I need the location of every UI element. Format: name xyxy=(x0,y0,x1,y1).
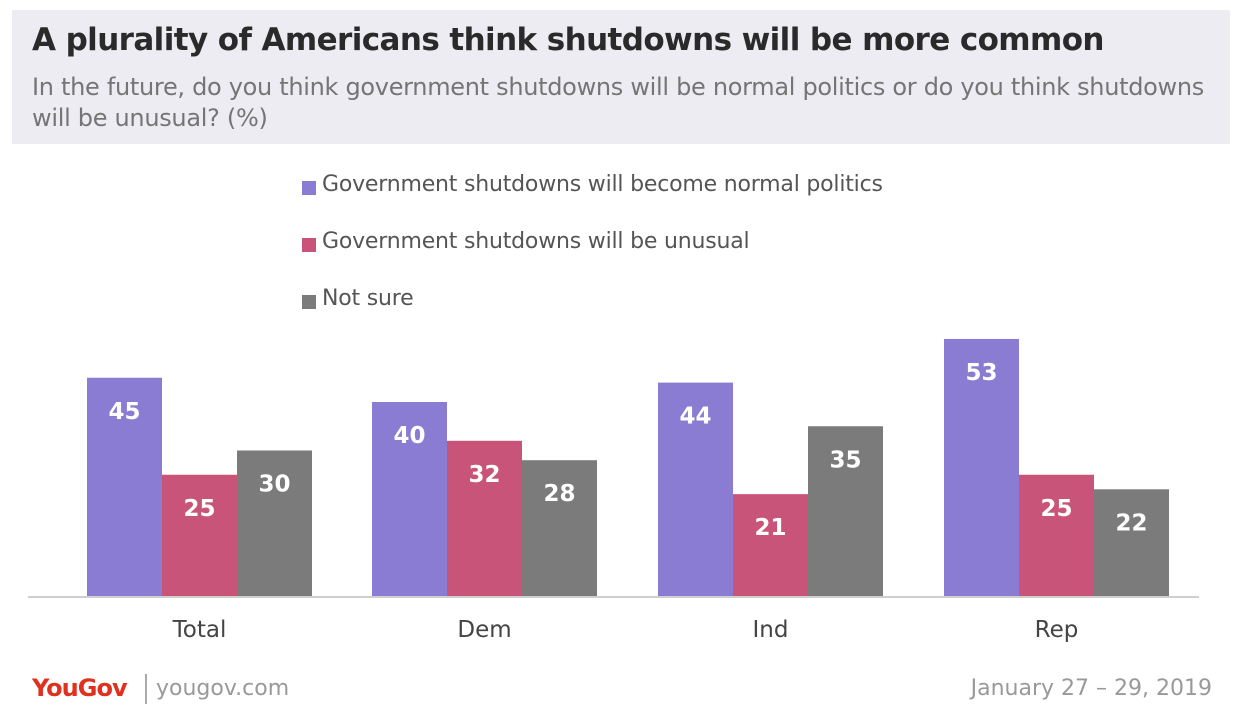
data-label-rep-government-shutdowns-will-be-unusual: 25 xyxy=(1040,496,1072,522)
bar-dem-not-sure xyxy=(522,460,597,596)
category-label-rep: Rep xyxy=(1035,617,1079,643)
footer-divider xyxy=(145,674,147,704)
data-label-total-government-shutdowns-will-become-normal-politics: 45 xyxy=(108,399,140,425)
bar-rep-government-shutdowns-will-become-normal-politics xyxy=(944,338,1019,596)
bar-total-government-shutdowns-will-become-normal-politics xyxy=(87,377,162,596)
bar-dem-government-shutdowns-will-be-unusual xyxy=(447,440,522,596)
legend-label-not-sure: Not sure xyxy=(322,286,414,311)
bar-total-not-sure xyxy=(237,450,312,596)
bar-ind-not-sure xyxy=(808,426,883,596)
data-label-ind-government-shutdowns-will-become-normal-politics: 44 xyxy=(679,404,711,430)
footer-date: January 27 – 29, 2019 xyxy=(970,676,1212,701)
legend-swatch-normal-politics xyxy=(302,181,316,195)
bar-rep-not-sure xyxy=(1094,489,1169,596)
bar-ind-government-shutdowns-will-become-normal-politics xyxy=(658,382,733,596)
chart-header: A plurality of Americans think shutdowns… xyxy=(12,10,1230,144)
data-label-total-not-sure: 30 xyxy=(258,472,290,498)
data-label-dem-government-shutdowns-will-be-unusual: 32 xyxy=(468,462,500,488)
yougov-logo: YouGov xyxy=(32,674,128,702)
bar-dem-government-shutdowns-will-become-normal-politics xyxy=(372,402,447,596)
legend-label-normal-politics: Government shutdowns will become normal … xyxy=(322,172,883,197)
category-label-dem: Dem xyxy=(457,617,511,643)
category-label-ind: Ind xyxy=(753,617,789,643)
bar-rep-government-shutdowns-will-be-unusual xyxy=(1019,474,1094,596)
chart-title: A plurality of Americans think shutdowns… xyxy=(32,22,1104,58)
legend-swatch-unusual xyxy=(302,238,316,252)
data-label-rep-government-shutdowns-will-become-normal-politics: 53 xyxy=(965,360,997,386)
footer-url: yougov.com xyxy=(156,676,290,701)
data-label-ind-government-shutdowns-will-be-unusual: 21 xyxy=(754,515,786,541)
data-label-dem-not-sure: 28 xyxy=(543,481,575,507)
data-label-total-government-shutdowns-will-be-unusual: 25 xyxy=(183,496,215,522)
data-label-rep-not-sure: 22 xyxy=(1115,510,1147,536)
bar-total-government-shutdowns-will-be-unusual xyxy=(162,474,237,596)
data-label-ind-not-sure: 35 xyxy=(829,447,861,473)
bar-ind-government-shutdowns-will-be-unusual xyxy=(733,494,808,596)
legend-label-unusual: Government shutdowns will be unusual xyxy=(322,229,750,254)
chart-subtitle: In the future, do you think government s… xyxy=(32,73,1204,132)
legend-swatch-not-sure xyxy=(302,295,316,309)
category-label-total: Total xyxy=(172,617,227,643)
data-label-dem-government-shutdowns-will-become-normal-politics: 40 xyxy=(393,423,425,449)
